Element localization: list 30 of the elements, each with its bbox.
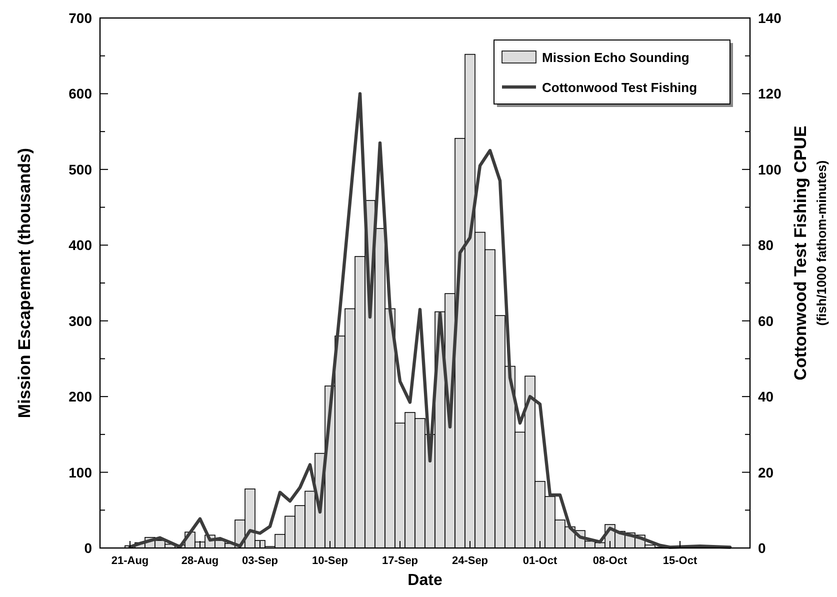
x-tick-label: 24-Sep <box>452 555 488 567</box>
x-tick-label: 17-Sep <box>382 555 418 567</box>
x-tick-label: 08-Oct <box>592 555 628 567</box>
y-tick-label: 200 <box>68 388 92 405</box>
y-axis-title: Mission Escapement (thousands) <box>15 148 34 418</box>
x-tick-label: 10-Sep <box>312 555 348 567</box>
legend-label: Cottonwood Test Fishing <box>542 80 698 95</box>
y2-tick-label: 0 <box>758 540 766 556</box>
legend-label: Mission Echo Sounding <box>542 50 690 65</box>
y2-axis-title: Cottonwood Test Fishing CPUE (fish/1000 fathom-minutes) <box>791 126 829 380</box>
y-tick-label: 600 <box>68 86 92 102</box>
x-tick-label: 15-Oct <box>662 555 698 567</box>
y2-tick-label: 20 <box>758 464 774 480</box>
y2-tick-label: 60 <box>758 312 774 329</box>
x-tick-label: 01-Oct <box>522 555 558 567</box>
y2-tick-label: 40 <box>758 388 774 405</box>
y2-tick-label: 100 <box>758 161 782 178</box>
y-tick-label: 500 <box>68 161 92 178</box>
x-tick-label: 03-Sep <box>242 555 278 567</box>
y-tick-label: 700 <box>68 10 92 26</box>
y2-tick-label: 120 <box>758 86 782 102</box>
y2-tick-label: 140 <box>758 10 782 26</box>
x-axis-title: Date <box>408 572 442 589</box>
y-tick-label: 300 <box>68 312 92 329</box>
y-tick-label: 0 <box>84 540 92 556</box>
x-tick-label: 21-Aug <box>111 555 149 567</box>
y2-tick-label: 80 <box>758 237 774 254</box>
y-tick-label: 400 <box>68 237 92 254</box>
y-tick-label: 100 <box>68 464 92 480</box>
x-tick-label: 28-Aug <box>181 555 219 567</box>
